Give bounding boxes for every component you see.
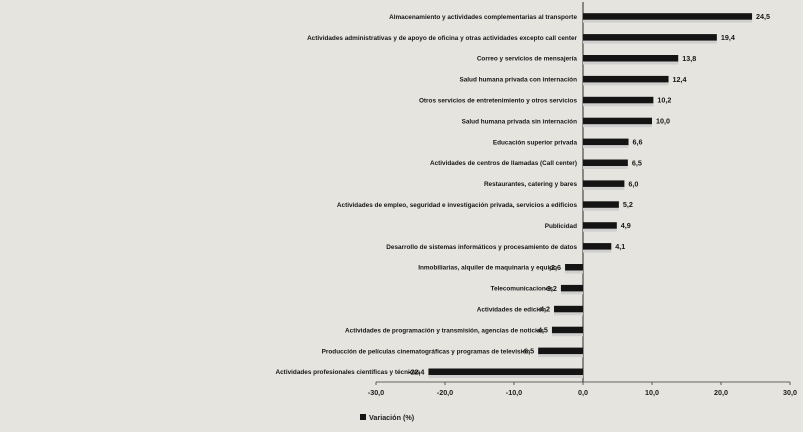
- bar-shadow: [583, 145, 629, 149]
- value-label: 4,9: [621, 221, 631, 230]
- value-label: -3,2: [545, 284, 557, 293]
- bar-shadow: [554, 312, 583, 316]
- bar: [583, 159, 628, 166]
- category-label: Telecomunicaciones: [491, 286, 554, 293]
- bar-shadow: [583, 249, 612, 253]
- value-label: 24,5: [756, 12, 770, 21]
- bar-shadow: [583, 82, 669, 86]
- bar: [565, 264, 583, 271]
- value-label: 6,0: [628, 179, 638, 188]
- tick-label: -10,0: [506, 388, 522, 397]
- category-label: Actividades de programación y transmisió…: [345, 327, 544, 334]
- bar-shadow: [565, 270, 583, 274]
- category-label: Actividades profesionales científicas y …: [276, 369, 421, 376]
- value-label: -2,6: [549, 263, 561, 272]
- tick-label: 30,0: [783, 388, 797, 397]
- bar: [583, 13, 753, 20]
- category-label: Almacenamiento y actividades complementa…: [389, 14, 577, 21]
- value-label: 13,8: [682, 54, 696, 63]
- tick-label: 20,0: [714, 388, 728, 397]
- category-label: Publicidad: [545, 223, 577, 230]
- category-label: Desarrollo de sistemas informáticos y pr…: [386, 244, 577, 251]
- bar: [583, 222, 617, 229]
- bar: [583, 34, 717, 41]
- value-label: 19,4: [721, 33, 735, 42]
- bar-shadow: [583, 207, 619, 211]
- value-label: 12,4: [673, 75, 687, 84]
- bar: [583, 201, 619, 208]
- bar-shadow: [428, 375, 583, 378]
- category-label: Restaurantes, catering y bares: [484, 181, 578, 188]
- bar-shadow: [583, 124, 652, 128]
- category-label: Correo y servicios de mensajería: [477, 56, 578, 63]
- bar-shadow: [583, 40, 717, 44]
- value-label: 10,2: [657, 96, 671, 105]
- bar-shadow: [583, 103, 654, 107]
- value-label: 10,0: [656, 117, 670, 126]
- bar-shadow: [583, 186, 625, 190]
- tick-label: -30,0: [368, 388, 384, 397]
- legend-label: Variación (%): [369, 413, 415, 422]
- category-label: Actividades de edición: [477, 306, 546, 313]
- category-label: Inmobiliarias, alquiler de maquinaria y …: [418, 265, 557, 272]
- bar: [554, 305, 583, 313]
- bar: [583, 138, 629, 146]
- bar: [551, 326, 583, 334]
- category-label: Producción de películas cinematográficas…: [322, 348, 531, 355]
- value-label: -4,2: [538, 305, 550, 314]
- legend-swatch: [360, 414, 366, 420]
- bar: [583, 75, 669, 83]
- bar-shadow: [583, 19, 753, 23]
- value-label: -4,5: [536, 326, 548, 335]
- category-label: Actividades de centros de llamadas (Call…: [430, 160, 577, 167]
- bar-shadow: [583, 166, 628, 169]
- category-label: Actividades administrativas y de apoyo d…: [307, 35, 577, 42]
- bar: [560, 284, 583, 292]
- tick-label: 10,0: [645, 388, 659, 397]
- bar: [583, 96, 654, 104]
- category-label: Salud humana privada sin internación: [462, 118, 578, 125]
- bar-shadow: [551, 333, 583, 337]
- category-label: Salud humana privada con internación: [459, 77, 577, 84]
- bar: [538, 347, 583, 355]
- bar: [583, 243, 612, 250]
- value-label: 4,1: [615, 242, 625, 251]
- value-label: 6,5: [632, 158, 642, 167]
- bar-shadow: [560, 291, 583, 295]
- bar: [583, 55, 679, 62]
- tick-label: -20,0: [437, 388, 453, 397]
- value-label: -22,4: [408, 367, 424, 376]
- bar: [583, 117, 652, 125]
- bar-shadow: [583, 228, 617, 232]
- value-label: -6,5: [522, 346, 534, 355]
- category-label: Actividades de empleo, seguridad e inves…: [337, 202, 578, 209]
- value-label: 5,2: [623, 200, 633, 209]
- bar: [428, 368, 583, 375]
- bar-shadow: [583, 61, 679, 65]
- tick-label: 0,0: [578, 388, 588, 397]
- bar-shadow: [538, 354, 583, 358]
- value-label: 6,6: [633, 137, 643, 146]
- category-label: Educación superior privada: [493, 139, 578, 146]
- bar: [583, 180, 625, 187]
- category-label: Otros servicios de entretenimiento y otr…: [419, 97, 577, 104]
